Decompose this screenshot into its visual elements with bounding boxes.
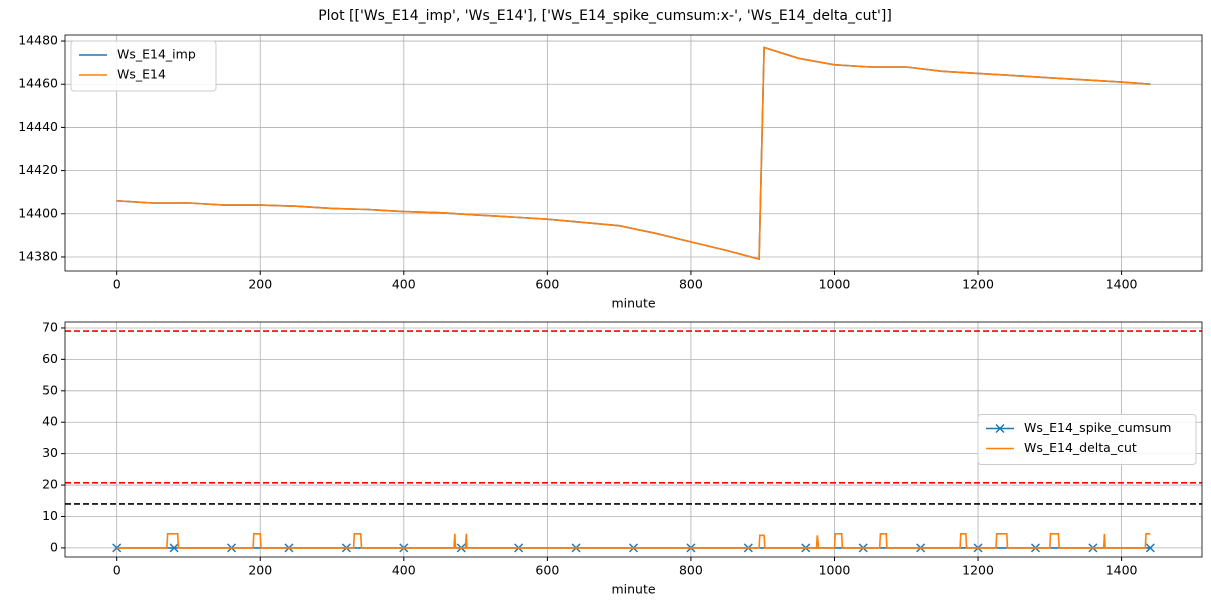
y-tick-label: 50 bbox=[42, 382, 58, 397]
series-line bbox=[116, 46, 1151, 261]
y-tick-label: 14380 bbox=[18, 248, 58, 263]
x-tick-label: 200 bbox=[248, 563, 272, 578]
x-tick-label: 1200 bbox=[962, 277, 994, 292]
legend: Ws_E14_imp Ws_E14 bbox=[70, 40, 217, 92]
x-tick-label: 600 bbox=[535, 563, 559, 578]
x-tick-label: 800 bbox=[679, 277, 703, 292]
legend-box bbox=[70, 40, 217, 92]
x-tick-label: 1400 bbox=[1106, 563, 1138, 578]
y-tick-label: 20 bbox=[42, 477, 58, 492]
marker bbox=[169, 543, 179, 553]
legend-box bbox=[977, 414, 1197, 465]
x-tick-label: 600 bbox=[535, 277, 559, 292]
figure-title: Plot [['Ws_E14_imp', 'Ws_E14'], ['Ws_E14… bbox=[318, 8, 892, 24]
y-tick-label: 14460 bbox=[18, 76, 58, 91]
x-tick-label: 0 bbox=[113, 277, 121, 292]
series-line bbox=[116, 533, 1151, 549]
x-tick-label: 1400 bbox=[1106, 277, 1138, 292]
y-tick-label: 14400 bbox=[18, 205, 58, 220]
x-axis-label: minute bbox=[611, 582, 655, 597]
x-tick-label: 800 bbox=[679, 563, 703, 578]
marker bbox=[1145, 543, 1155, 553]
x-tick-label: 0 bbox=[113, 563, 121, 578]
legend-label: Ws_E14_spike_cumsum bbox=[1024, 420, 1171, 435]
axes: 0 200 400 600 800 1000 1200 1400 0 10 20 30 40 50 60 70… bbox=[42, 319, 1203, 597]
legend: Ws_E14_spike_cumsum Ws_E14_delta_cut bbox=[977, 414, 1197, 465]
y-tick-label: 30 bbox=[42, 445, 58, 460]
y-tick-label: 14420 bbox=[18, 162, 58, 177]
y-tick-label: 0 bbox=[50, 539, 58, 554]
x-axis-label: minute bbox=[611, 296, 655, 311]
y-tick-label: 14480 bbox=[18, 33, 58, 48]
y-tick-label: 10 bbox=[42, 508, 58, 523]
x-tick-label: 200 bbox=[248, 277, 272, 292]
legend-marker bbox=[995, 423, 1005, 434]
legend-label: Ws_E14_delta_cut bbox=[1024, 440, 1137, 455]
x-tick-label: 400 bbox=[392, 563, 416, 578]
legend-label: Ws_E14 bbox=[117, 67, 166, 82]
axes: 0 200 400 600 800 1000 1200 1400 14380 14400 14420… bbox=[18, 33, 1203, 311]
marker bbox=[112, 543, 122, 553]
plot-frame bbox=[64, 321, 1203, 558]
legend-label: Ws_E14_imp bbox=[117, 47, 196, 62]
y-tick-label: 40 bbox=[42, 414, 58, 429]
x-tick-label: 400 bbox=[392, 277, 416, 292]
y-tick-label: 70 bbox=[42, 319, 58, 334]
x-tick-label: 1000 bbox=[819, 277, 851, 292]
x-tick-label: 1000 bbox=[819, 563, 851, 578]
plot-frame bbox=[64, 34, 1203, 272]
x-tick-label: 1200 bbox=[962, 563, 994, 578]
y-tick-label: 14440 bbox=[18, 119, 58, 134]
y-tick-label: 60 bbox=[42, 351, 58, 366]
series-line bbox=[116, 46, 1151, 261]
